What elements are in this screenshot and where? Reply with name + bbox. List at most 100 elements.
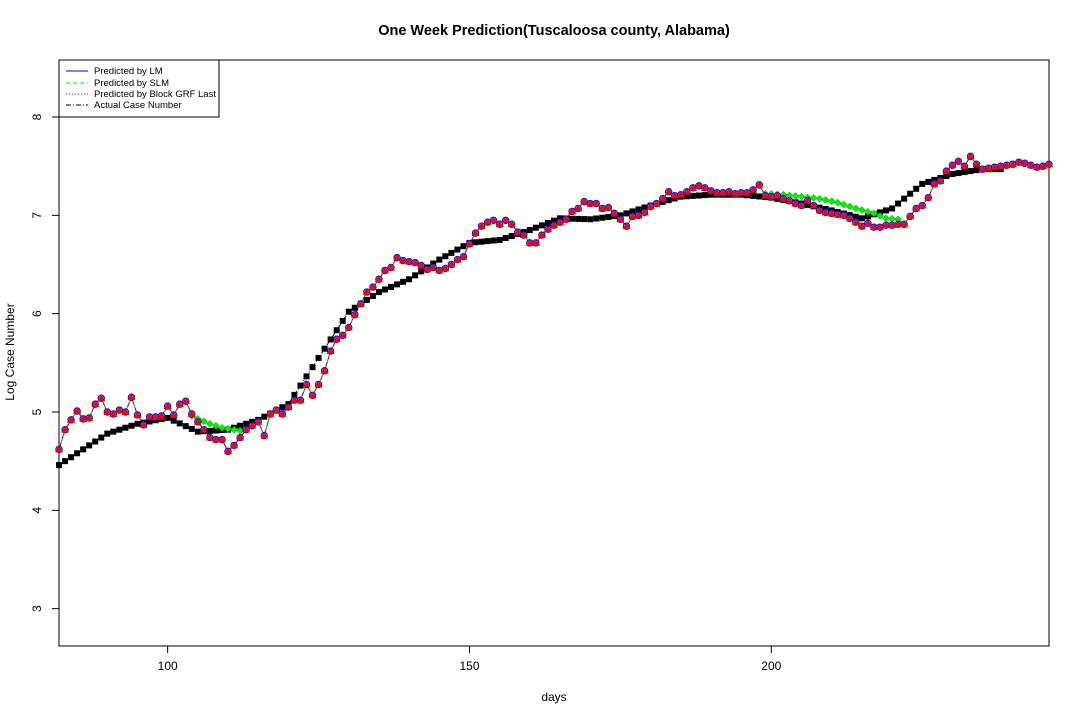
slm-point <box>833 198 842 207</box>
slm-point <box>876 211 884 220</box>
grf-point <box>731 189 740 197</box>
grf-point <box>193 417 202 425</box>
actual-point <box>961 169 968 176</box>
grf-point <box>109 409 118 417</box>
grf-point <box>350 310 359 318</box>
legend-label-actual: Actual Case Number <box>94 100 182 111</box>
actual-point <box>575 215 582 222</box>
grf-point <box>966 152 975 160</box>
slm-point <box>218 423 226 432</box>
slm-point <box>851 204 860 213</box>
actual-point <box>858 215 865 222</box>
actual-point <box>569 215 576 222</box>
grf-point <box>894 220 903 228</box>
grf-point <box>1020 159 1029 167</box>
actual-point <box>176 420 183 427</box>
grf-point <box>543 225 552 233</box>
actual-point <box>889 205 896 212</box>
grf-point <box>230 441 239 449</box>
actual-point <box>623 210 630 217</box>
chart-title: One Week Prediction(Tuscaloosa county, A… <box>378 23 730 39</box>
grf-point <box>1014 158 1023 166</box>
grf-point <box>495 220 504 228</box>
actual-point <box>472 239 479 246</box>
actual-point <box>949 171 956 178</box>
actual-point <box>605 213 612 220</box>
grf-point <box>676 190 685 198</box>
actual-point <box>895 200 902 207</box>
actual-point <box>170 417 177 424</box>
grf-point <box>718 188 728 196</box>
actual-point <box>406 276 413 283</box>
actual-point <box>243 420 250 427</box>
grf-point <box>501 216 510 224</box>
actual-point <box>436 256 443 263</box>
actual-point <box>943 173 950 180</box>
grf-point <box>459 252 468 260</box>
grf-point <box>453 255 462 263</box>
grf-point <box>151 412 160 420</box>
actual-point <box>333 327 340 334</box>
grf-point <box>205 433 214 441</box>
grf-point <box>1038 162 1047 170</box>
grf-point <box>429 263 438 271</box>
grf-point <box>845 214 854 222</box>
grf-point <box>706 186 715 194</box>
actual-point <box>478 238 485 245</box>
grf-point <box>405 257 414 265</box>
grf-point <box>67 415 76 423</box>
actual-point <box>92 438 99 445</box>
series-line-slm <box>58 155 1050 450</box>
grf-point <box>284 402 293 411</box>
actual-point <box>864 213 871 220</box>
slm-point <box>212 421 220 430</box>
grf-point <box>423 265 432 273</box>
grf-point <box>380 266 390 274</box>
grf-point <box>254 417 263 425</box>
grf-point <box>688 183 697 191</box>
actual-point <box>502 234 509 241</box>
grf-point <box>785 196 794 204</box>
actual-point <box>683 193 690 200</box>
grf-point <box>658 194 667 202</box>
grf-point <box>531 238 540 246</box>
grf-point <box>314 380 323 388</box>
actual-point <box>309 364 316 371</box>
actual-point <box>955 170 962 177</box>
grf-point <box>344 323 353 331</box>
actual-point <box>689 192 696 199</box>
actual-point <box>388 283 395 290</box>
grf-point <box>628 212 637 220</box>
y-tick-label: 5 <box>30 408 44 415</box>
y-tick-label: 3 <box>30 605 44 612</box>
actual-point <box>508 232 515 239</box>
grf-point <box>604 203 613 211</box>
actual-point <box>188 425 195 432</box>
grf-point <box>761 191 770 199</box>
actual-point <box>291 391 298 398</box>
grf-point <box>79 414 88 422</box>
grf-point <box>948 161 957 169</box>
actual-point <box>532 224 539 231</box>
grf-point <box>242 425 251 433</box>
actual-point <box>86 442 93 449</box>
grf-point <box>549 221 559 229</box>
actual-point <box>68 454 75 461</box>
actual-point <box>460 243 467 250</box>
actual-point <box>587 216 594 223</box>
slm-point <box>845 202 854 211</box>
grf-point <box>169 410 178 418</box>
grf-point <box>682 187 691 195</box>
grf-point <box>664 187 673 195</box>
actual-point <box>279 404 286 411</box>
actual-point <box>907 190 914 197</box>
grf-point <box>199 425 208 433</box>
actual-point <box>194 428 201 435</box>
grf-point <box>1008 160 1017 168</box>
grf-point <box>187 409 196 417</box>
slm-point <box>206 419 214 428</box>
actual-point <box>973 167 980 174</box>
actual-point <box>448 249 455 256</box>
series-layer <box>54 152 1054 469</box>
actual-point <box>418 268 425 275</box>
